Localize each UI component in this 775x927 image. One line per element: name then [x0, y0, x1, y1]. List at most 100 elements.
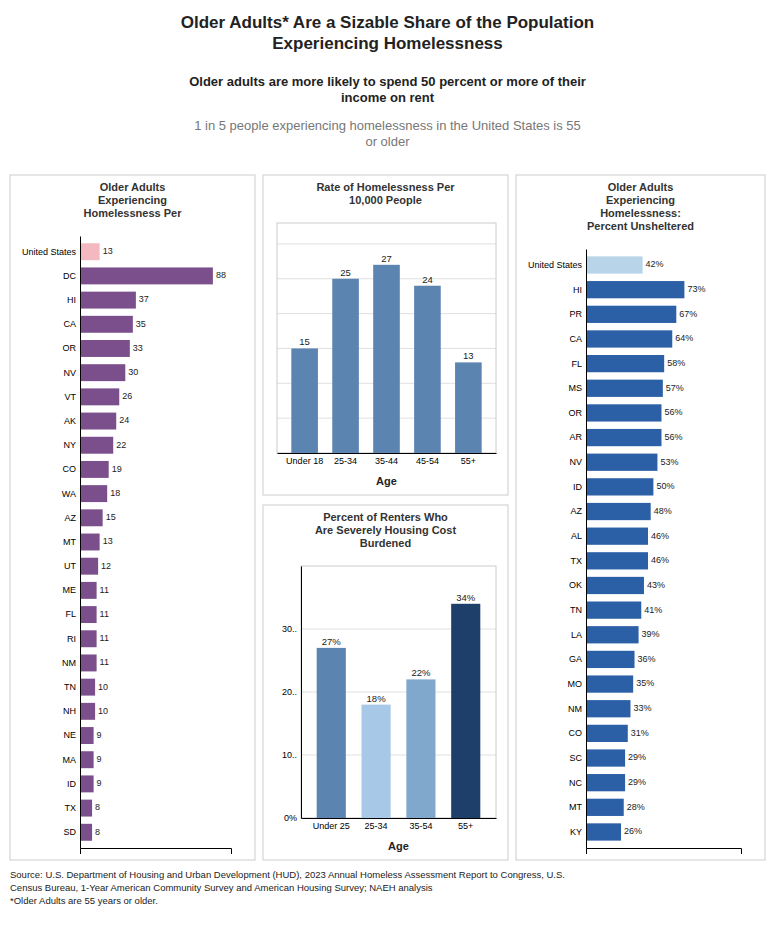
tick: OR — [569, 408, 587, 418]
tick-label: OR — [63, 343, 77, 353]
data-labels: 42%73%67%64%58%57%56%56%53%50%48%46%46%4… — [624, 259, 705, 836]
bar — [586, 601, 641, 618]
bar — [80, 582, 97, 599]
subtitle: Older adults are more likely to spend 50… — [189, 74, 586, 105]
bar — [362, 705, 391, 818]
axis-title: Age — [388, 840, 409, 852]
data-label: 67% — [679, 309, 697, 319]
data-label: 29% — [628, 752, 646, 762]
data-label: 11 — [100, 609, 109, 619]
panel-border — [263, 505, 508, 860]
header: Older Adults* Are a Sizable Share of the… — [181, 13, 594, 149]
tick: 35-54 — [409, 818, 432, 831]
text-line: or older — [365, 134, 410, 149]
panel-border — [516, 175, 765, 860]
data-label: 8 — [95, 827, 100, 837]
data-label: 13 — [463, 350, 474, 361]
tick-label: MO — [568, 679, 583, 689]
data-label: 9 — [97, 778, 102, 788]
tick: 35-44 — [375, 453, 398, 466]
tick-label: 25-34 — [334, 456, 357, 466]
axis-domain — [80, 237, 81, 849]
tick-label: OR — [569, 408, 583, 418]
bar — [586, 725, 628, 742]
tick-label: TX — [64, 803, 76, 813]
chart-title: Older AdultsExperiencingHomelessness:Per… — [587, 181, 694, 232]
chart-title: Rate of Homelessness Per10,000 People — [316, 181, 455, 206]
data-label: 10 — [98, 682, 108, 692]
text-line: Older adults are more likely to spend 50… — [189, 74, 586, 89]
tick: United States — [22, 247, 80, 257]
bar — [586, 256, 643, 273]
tick-label: 30.. — [282, 624, 297, 634]
axis-domain — [278, 453, 497, 454]
axis — [81, 849, 232, 855]
tick: OR — [63, 343, 81, 353]
tick: CA — [63, 319, 80, 329]
tick-label: NE — [63, 730, 76, 740]
data-label: 9 — [97, 754, 102, 764]
data-label: 88 — [216, 270, 226, 280]
tick: PR — [569, 309, 586, 319]
data-label: 34% — [456, 592, 476, 603]
tick-label: 35-54 — [409, 821, 432, 831]
data-label: 18 — [110, 488, 120, 498]
tick-label: ME — [63, 585, 77, 595]
data-label: 56% — [664, 407, 682, 417]
bar — [80, 775, 94, 792]
tick: TN — [64, 682, 80, 692]
tick-label: NC — [569, 778, 582, 788]
data-label: 11 — [100, 657, 109, 667]
tick-label: GA — [569, 654, 582, 664]
tick-label: CA — [569, 334, 582, 344]
data-label: 35% — [636, 678, 654, 688]
bar — [586, 306, 676, 323]
tick-label: 55+ — [458, 821, 473, 831]
tick: ID — [67, 779, 80, 789]
bar — [80, 654, 97, 671]
data-label: 27% — [322, 636, 342, 647]
bar — [80, 824, 92, 841]
tick-label: TX — [570, 556, 582, 566]
tick: TN — [570, 605, 586, 615]
tick-label: SD — [63, 827, 76, 837]
tick: CA — [569, 334, 586, 344]
tick: SD — [63, 827, 80, 837]
data-label: 50% — [656, 481, 674, 491]
tick: MT — [63, 537, 80, 547]
tick-label: AL — [571, 531, 582, 541]
tick: NM — [568, 704, 586, 714]
tick-label: MT — [63, 537, 76, 547]
bar — [332, 279, 359, 453]
bar — [586, 528, 648, 545]
tick-label: 55+ — [461, 456, 476, 466]
data-label: 8 — [95, 802, 100, 812]
tick: 30.. — [282, 624, 301, 634]
bar — [80, 292, 136, 309]
tick: AR — [569, 432, 586, 442]
data-label: 13 — [103, 536, 113, 546]
data-label: 25 — [340, 267, 351, 278]
tick: 55+ — [458, 818, 473, 831]
axis-domain — [587, 849, 742, 855]
tick-label: DC — [63, 271, 76, 281]
data-label: 15 — [106, 512, 116, 522]
tick-label: CO — [63, 464, 77, 474]
data-label: 28% — [627, 802, 645, 812]
data-label: 58% — [667, 358, 685, 368]
chart-panel: Older AdultsExperiencingHomelessness:Per… — [516, 175, 765, 860]
data-label: 46% — [651, 555, 669, 565]
bar — [80, 267, 213, 284]
tick: AK — [64, 416, 80, 426]
bar — [80, 316, 133, 333]
data-label: 24 — [422, 274, 433, 285]
tick-label: AZ — [570, 506, 582, 516]
tick: NV — [63, 368, 80, 378]
bar — [80, 413, 116, 430]
bar — [80, 679, 95, 696]
data-label: 11 — [100, 633, 109, 643]
tick-label: RI — [67, 634, 76, 644]
bar — [586, 355, 664, 372]
bar — [586, 552, 648, 569]
data-label: 31% — [631, 728, 649, 738]
